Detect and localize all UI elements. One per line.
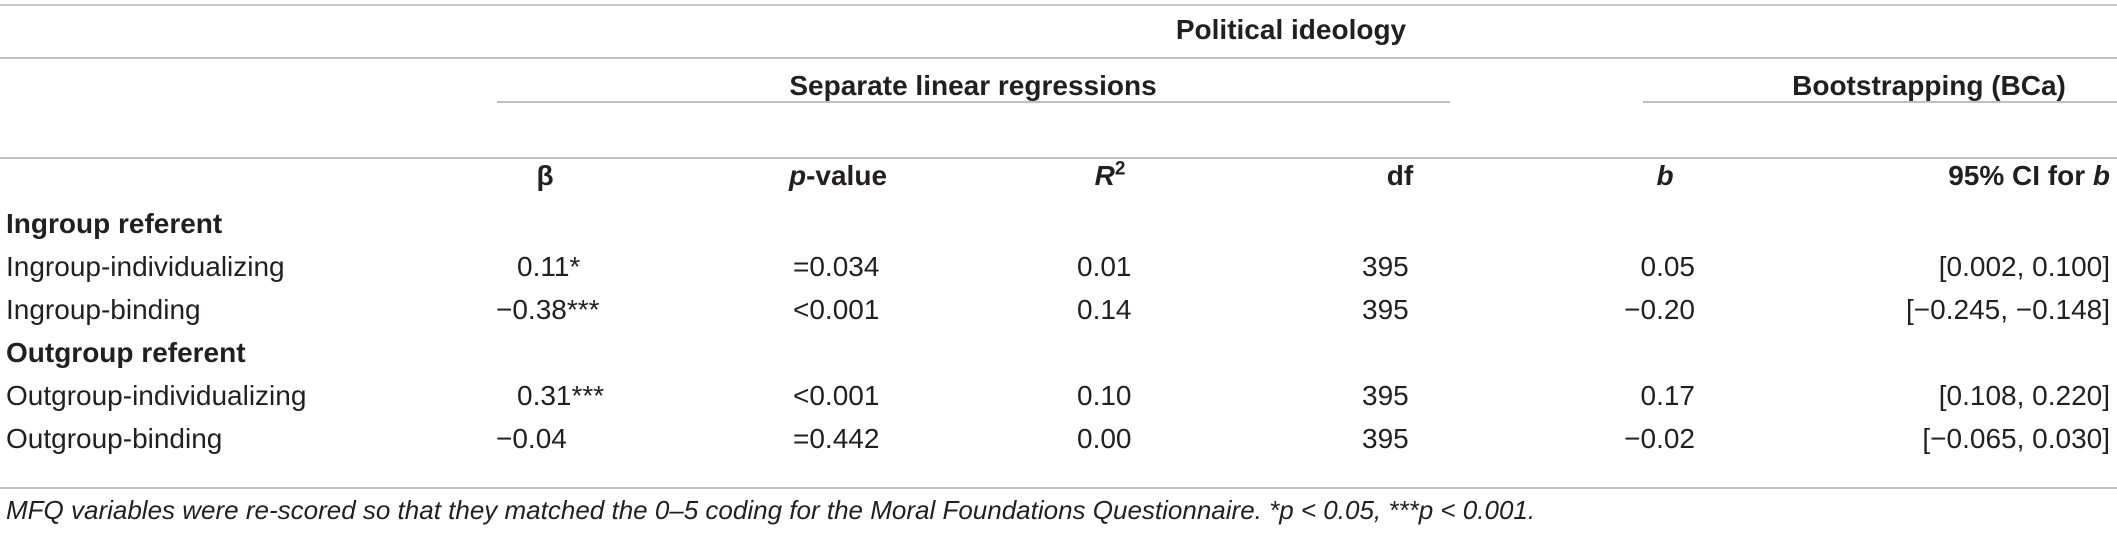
col-header-b: b [1656,160,1674,191]
cell-p-value: <0.001 [793,294,880,325]
col-header-beta: β [536,160,554,191]
col-header-p-suffix: -value [806,160,888,191]
col-header-p-var: p [788,160,807,191]
section-title: Outgroup referent [6,337,246,368]
row-label: Outgroup-binding [6,423,223,454]
col-header-df: df [1386,160,1414,191]
header-group-rule [0,57,2117,59]
cell-r2: 0.01 [1077,251,1132,282]
regressions-underline [497,101,1450,103]
cell-r2: 0.14 [1077,294,1132,325]
col-header-ci-prefix: 95% CI for [1948,160,2093,191]
row-label: Ingroup-individualizing [6,251,285,282]
cell-b: 0.17 [1640,380,1696,411]
row-label: Outgroup-individualizing [6,380,307,411]
cell-p-value: =0.442 [793,423,880,454]
col-header-r-base: R [1094,160,1115,191]
cell-df: 395 [1362,423,1409,454]
cell-ci: [−0.245, −0.148] [1906,294,2110,325]
cell-ci: [0.002, 0.100] [1938,251,2110,282]
row-label: Ingroup-binding [6,294,201,325]
col-header-ci-var: b [2092,160,2110,191]
group-title: Political ideology [1175,14,1407,45]
cell-b: −0.02 [1624,423,1695,454]
table-footnote: MFQ variables were re-scored so that the… [6,495,1536,525]
cell-ci: [−0.065, 0.030] [1922,423,2110,454]
section-title: Ingroup referent [6,208,223,239]
cell-df: 395 [1362,380,1409,411]
col-header-ci: 95% CI for b [1948,159,2110,193]
col-header-r2: R2 [1095,159,1126,193]
cell-beta: 0.11* [517,251,581,282]
cell-beta: −0.04 [496,423,567,454]
cell-r2: 0.10 [1077,380,1132,411]
cell-b: −0.20 [1624,294,1695,325]
cell-b: 0.05 [1640,251,1696,282]
table-bottom-rule [0,487,2117,489]
right-group-header: Bootstrapping (BCa) [1792,70,2066,101]
cell-p-value: =0.034 [793,251,880,282]
col-header-p-value: p-value [789,159,887,193]
header-bottom-rule [0,157,2117,159]
cell-df: 395 [1362,251,1409,282]
table-top-rule [0,4,2117,6]
cell-beta: 0.31*** [517,380,605,411]
cell-df: 395 [1362,294,1409,325]
cell-r2: 0.00 [1077,423,1132,454]
cell-p-value: <0.001 [793,380,880,411]
bootstrapping-underline [1643,101,2117,103]
cell-ci: [0.108, 0.220] [1938,380,2110,411]
col-header-r-sup: 2 [1114,158,1126,180]
cell-beta: −0.38*** [496,294,600,325]
left-group-header: Separate linear regressions [789,70,1157,101]
